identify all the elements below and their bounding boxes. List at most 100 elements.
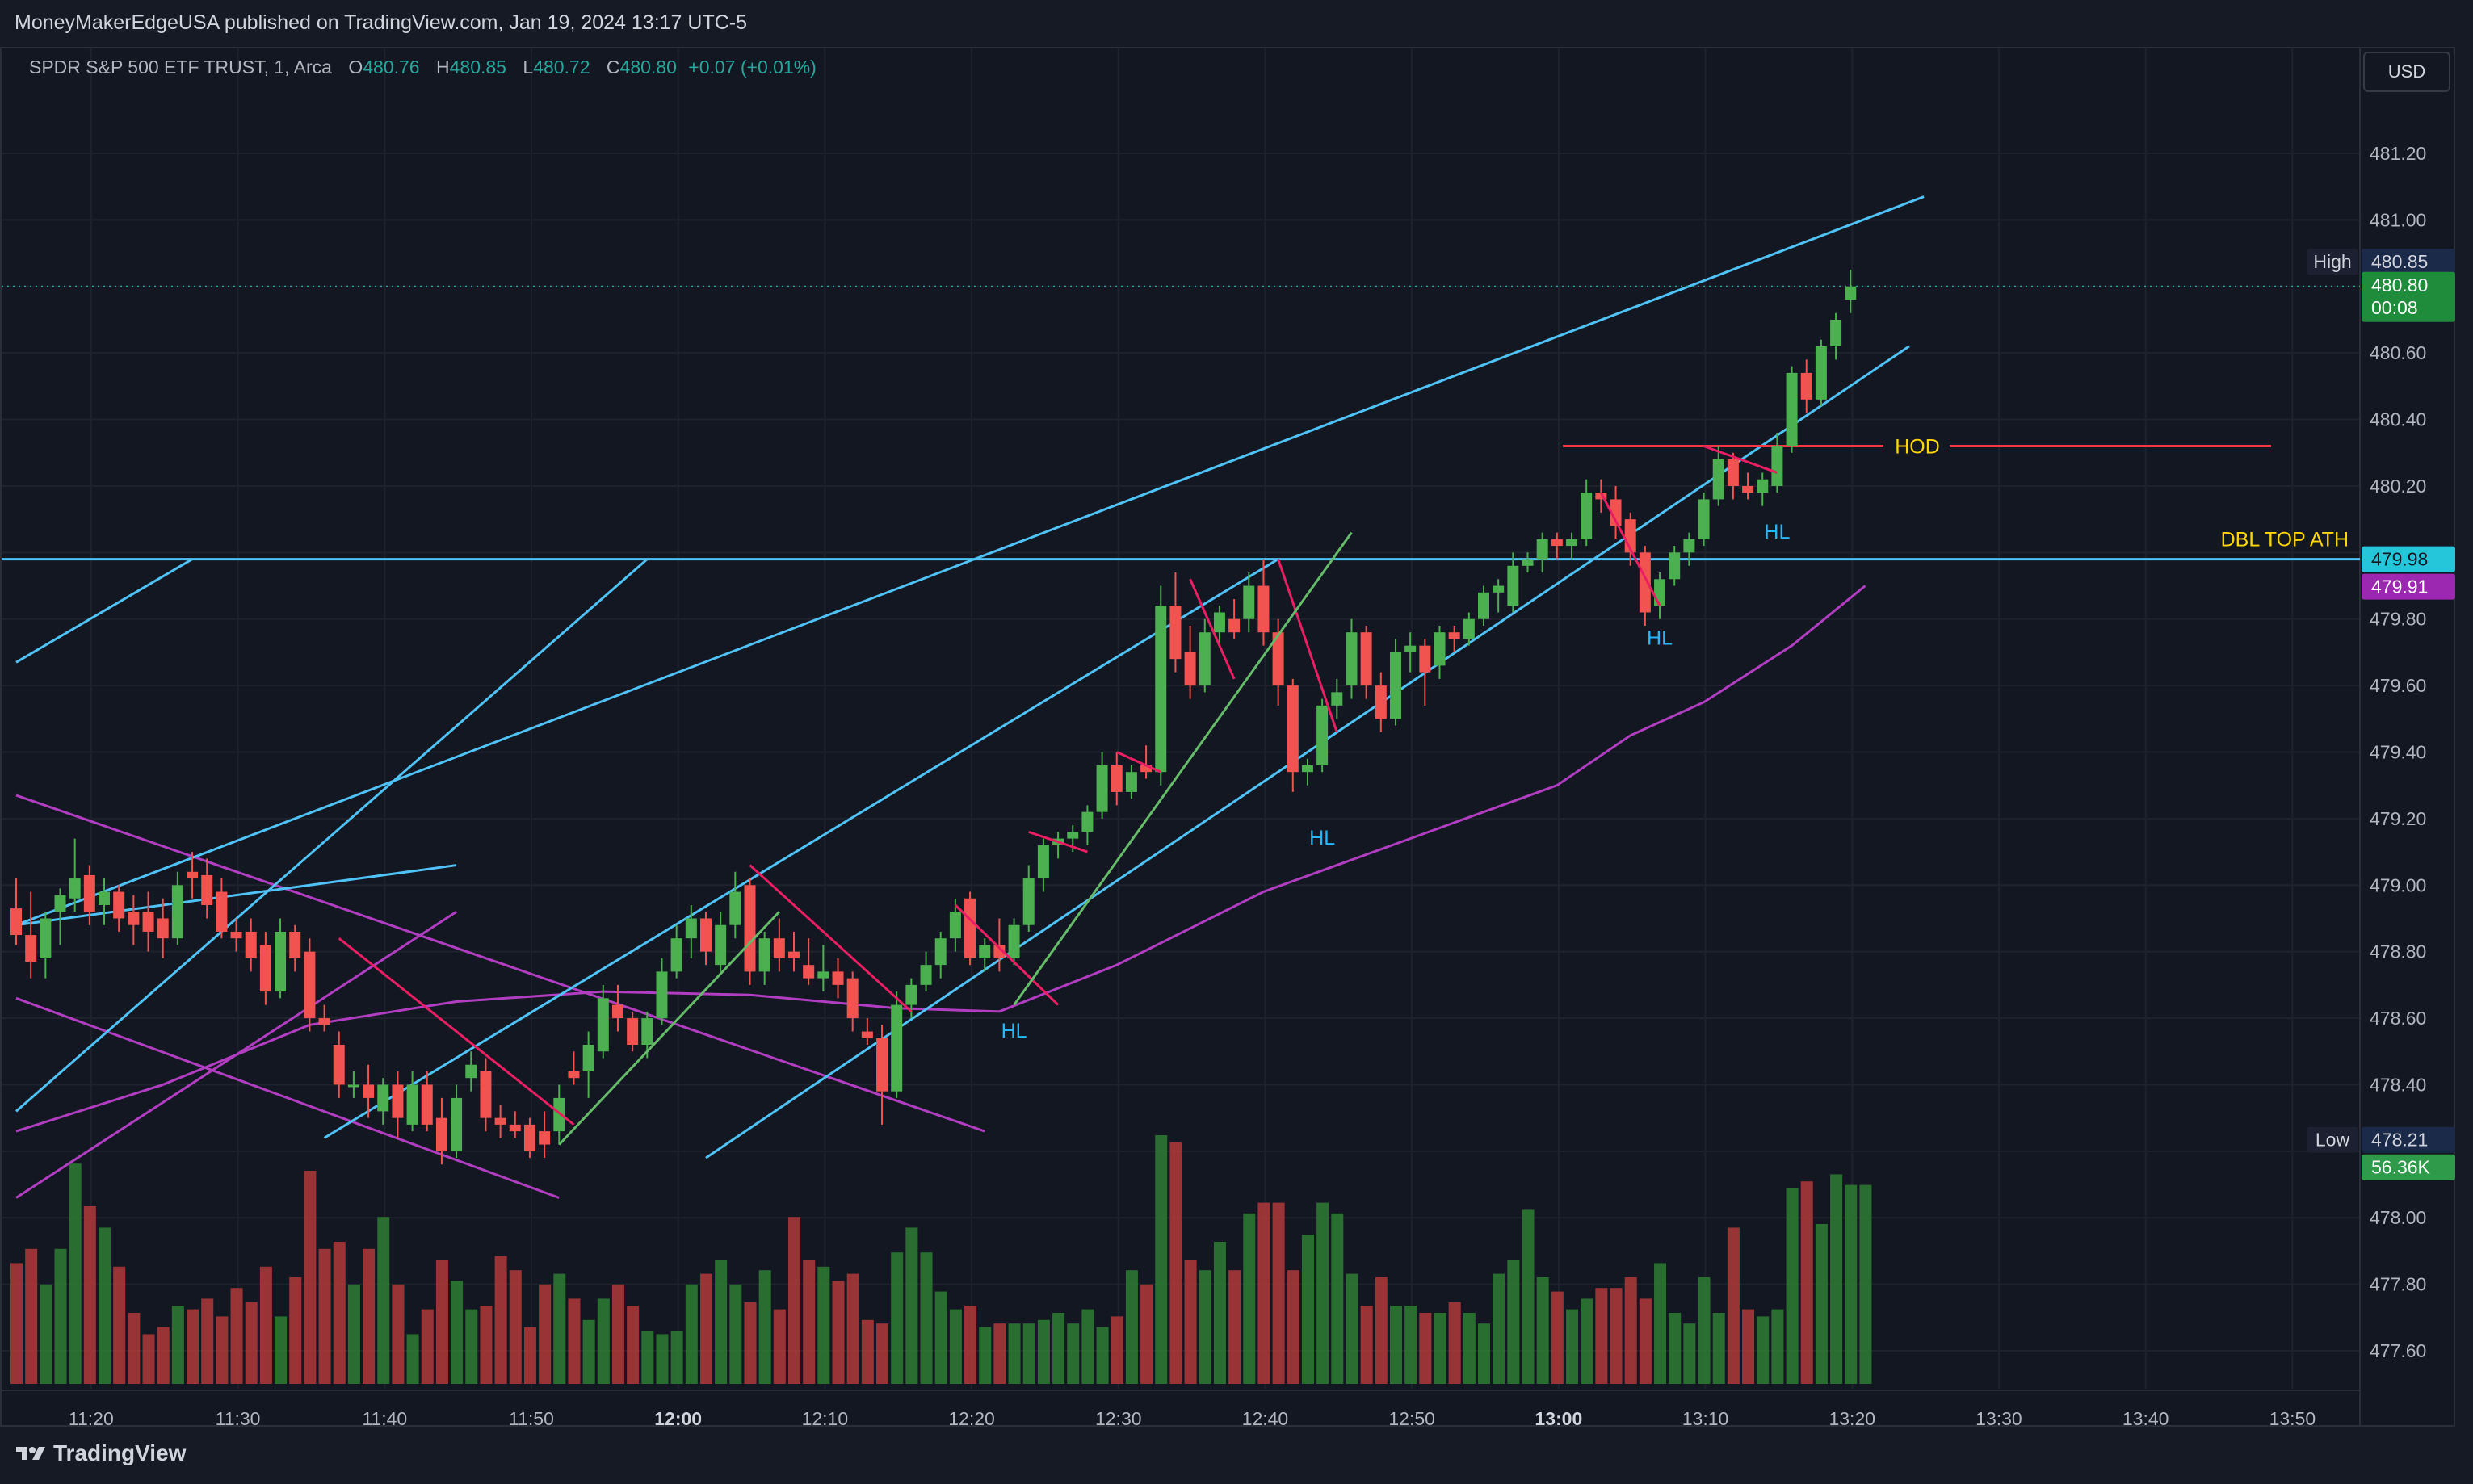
candle-body [597, 998, 609, 1052]
candle-body [611, 1004, 623, 1019]
candle-body [245, 931, 257, 958]
x-tick-label: 13:00 [1535, 1408, 1582, 1428]
candle-body [1757, 479, 1769, 493]
open-label: O [348, 57, 363, 78]
volume-bar [846, 1273, 859, 1384]
volume-bar [1331, 1213, 1344, 1384]
volume-bar [788, 1217, 801, 1384]
volume-bar [304, 1171, 317, 1384]
candle-body [465, 1064, 477, 1079]
tradingview-brand: TradingView [53, 1440, 187, 1465]
high-label: H [435, 57, 450, 78]
candle-body [1771, 446, 1783, 486]
footer [0, 1427, 2473, 1484]
y-tick-label: 478.80 [2370, 941, 2426, 962]
volume-bar [1845, 1184, 1858, 1384]
y-tick-label: 478.40 [2370, 1074, 2426, 1095]
last-price-value: 480.80 [2371, 275, 2428, 296]
volume-bar [641, 1331, 654, 1384]
volume-bar [1052, 1313, 1065, 1384]
channel-line [15, 558, 193, 664]
volume-bar [1727, 1227, 1740, 1384]
candle-body [1654, 579, 1666, 606]
moving-average-line [15, 585, 1866, 1133]
volume-bar [803, 1260, 816, 1384]
currency-button[interactable]: USD [2363, 52, 2450, 92]
volume-bar [10, 1263, 23, 1384]
y-tick-label: 480.20 [2370, 476, 2426, 497]
candle-body [905, 984, 917, 1005]
volume-bar [83, 1206, 96, 1384]
volume-bar [1008, 1323, 1021, 1384]
tradingview-logo[interactable]: TradingView [15, 1440, 186, 1466]
candle-body [142, 912, 154, 932]
x-tick-label: 12:10 [802, 1408, 849, 1428]
volume-bar [1800, 1181, 1813, 1384]
volume-bar [1140, 1284, 1153, 1384]
volume-bar [1595, 1288, 1608, 1384]
volume-bar [773, 1309, 786, 1384]
volume-bar [1448, 1302, 1461, 1384]
candle-body [275, 931, 287, 992]
footer-corner [2455, 1427, 2473, 1484]
candle-body [773, 938, 785, 958]
volume-bar [1037, 1319, 1050, 1384]
candle-body [187, 871, 199, 879]
candle-body [1434, 632, 1446, 666]
volume-bar [289, 1277, 302, 1384]
candle-body [451, 1097, 463, 1151]
volume-bar [1155, 1135, 1168, 1384]
candle-body [406, 1084, 418, 1125]
candle-body [1037, 845, 1049, 879]
volume-bar [1712, 1313, 1725, 1384]
volume-bar [259, 1266, 272, 1384]
volume-bar [1683, 1323, 1696, 1384]
channel-line [323, 558, 1279, 1139]
candle-body [1683, 539, 1695, 553]
candle-body [1022, 878, 1035, 925]
chart-canvas[interactable]: 11:20 11:30 11:40 11:50 12:00 12:10 12:20 12:30… [2, 48, 2457, 1428]
candle-body [99, 891, 111, 905]
volume-bar [451, 1281, 464, 1384]
candle-body [1125, 772, 1137, 792]
volume-bar [817, 1266, 830, 1384]
candle-body [817, 971, 829, 979]
red-trend-line [1189, 578, 1236, 680]
candle-body [333, 1045, 345, 1085]
dbl-top-price-tag-value: 479.98 [2371, 549, 2428, 570]
y-tick-label: 479.00 [2370, 874, 2426, 895]
volume-bar [568, 1298, 581, 1384]
volume-bar [1111, 1316, 1123, 1384]
volume-bar [1536, 1277, 1549, 1384]
candle-body [832, 971, 844, 985]
candle-body [1008, 924, 1020, 958]
volume-bar [993, 1323, 1006, 1384]
channel-line [15, 864, 457, 927]
candle-body [1375, 685, 1387, 719]
volume-bar [920, 1252, 933, 1384]
x-tick-label: 12:50 [1388, 1408, 1435, 1428]
volume-bar [627, 1306, 640, 1384]
candle-body [1669, 552, 1681, 580]
volume-bar [157, 1327, 170, 1384]
volume-bar [1581, 1298, 1593, 1384]
candle-body [1316, 705, 1329, 765]
candle-body [699, 918, 712, 952]
candle-body [641, 1018, 653, 1046]
volume-bar [1169, 1142, 1182, 1384]
candle-body [157, 918, 169, 939]
candle-body [715, 924, 727, 966]
candle-body [1346, 632, 1358, 686]
candle-body [1419, 645, 1431, 673]
candle-body [1228, 618, 1241, 633]
chart-panel[interactable]: 11:20 11:30 11:40 11:50 12:00 12:10 12:20 12:30… [0, 47, 2457, 1428]
annotation-label: HL [1647, 627, 1673, 650]
volume-bar [1639, 1298, 1652, 1384]
red-trend-line [1703, 445, 1778, 474]
green-trend-line [558, 911, 780, 1146]
candle-body [1213, 612, 1225, 633]
volume-bar [656, 1334, 669, 1384]
volume-bar [1287, 1270, 1299, 1384]
ma-price-tag-bg [2362, 573, 2455, 600]
candle-body [1493, 585, 1505, 593]
